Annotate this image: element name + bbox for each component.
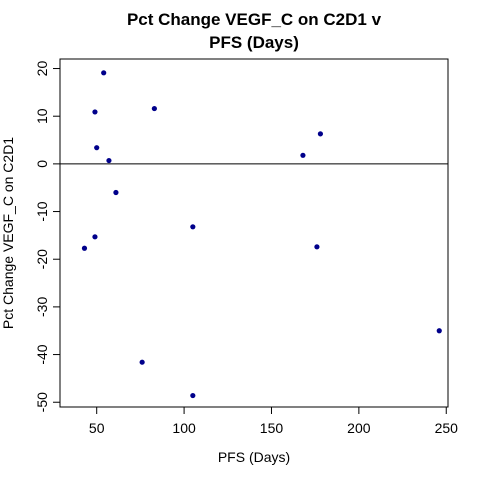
chart-title-line-2: PFS (Days)	[209, 33, 299, 52]
data-point	[190, 392, 196, 399]
y-tick-label: 20	[34, 61, 50, 77]
data-point	[314, 244, 320, 250]
x-tick-label: 150	[260, 420, 284, 436]
plot-frame	[59, 58, 449, 408]
data-point	[106, 157, 112, 164]
data-point	[92, 234, 98, 240]
x-tick-label: 200	[347, 420, 371, 436]
y-tick-label: 10	[34, 108, 50, 124]
data-point	[92, 109, 98, 115]
data-point	[190, 224, 196, 230]
x-tick-label: 250	[435, 420, 459, 436]
y-tick-label: -20	[34, 249, 50, 269]
x-axis-label: PFS (Days)	[218, 449, 290, 465]
x-axis: 50 100 150 200 250	[89, 407, 458, 436]
data-points	[81, 70, 442, 399]
data-point	[139, 359, 145, 365]
data-point	[436, 328, 442, 334]
y-axis: -50 -40 -30 -20 -10 0 10 20	[34, 61, 60, 412]
y-tick-label: -40	[34, 344, 50, 364]
y-tick-label: 0	[34, 160, 50, 168]
x-tick-label: 50	[89, 420, 105, 436]
data-point	[101, 70, 107, 76]
y-tick-label: -50	[34, 392, 50, 412]
y-tick-label: -30	[34, 297, 50, 317]
chart-title-line-1: Pct Change VEGF_C on C2D1 v	[127, 10, 382, 29]
data-point	[300, 152, 306, 158]
data-point	[317, 131, 324, 137]
data-point	[94, 145, 100, 151]
y-tick-label: -10	[34, 201, 50, 221]
data-point	[151, 105, 157, 112]
y-axis-label: Pct Change VEGF_C on C2D1	[0, 137, 16, 329]
data-point	[113, 189, 119, 196]
data-point	[81, 245, 88, 251]
x-tick-label: 100	[172, 420, 196, 436]
